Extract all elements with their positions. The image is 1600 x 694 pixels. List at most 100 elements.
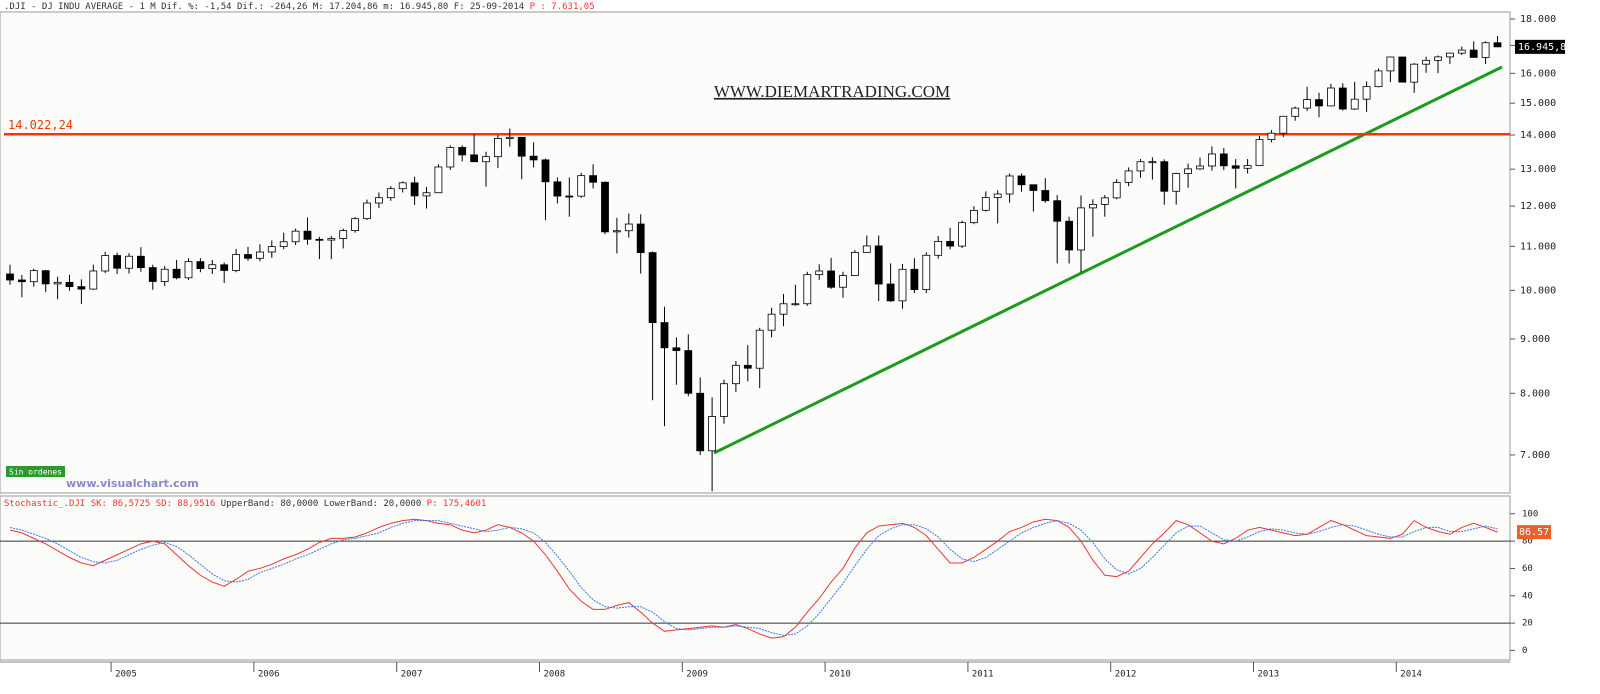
x-tick-label: 2006 — [258, 670, 280, 680]
candle-body — [767, 313, 776, 331]
candle-body — [1338, 87, 1347, 110]
last-value-box — [1517, 525, 1551, 540]
candle-body — [672, 347, 681, 351]
candle-body — [125, 255, 133, 269]
candle-body — [1243, 165, 1252, 169]
status: Sin ordenes — [9, 468, 62, 477]
y-tick-label: 7.000 — [1520, 450, 1550, 461]
stoch-header: Stochastic_.DJI SK: 86,5725 SD: 88,9516 … — [4, 499, 486, 509]
candle-body — [970, 209, 978, 224]
stoch-p: P: 175,4601 — [427, 499, 487, 509]
stoch-line — [9, 520, 1498, 636]
candle-body — [1303, 99, 1311, 109]
candle-body — [1208, 153, 1216, 167]
candle-body — [993, 193, 1002, 198]
candle-body — [1148, 161, 1157, 164]
candle-body — [1255, 139, 1264, 166]
candle-body — [1124, 170, 1133, 183]
candle-body — [1434, 56, 1442, 61]
x-tick-label: 2005 — [115, 670, 137, 680]
y-tick-label: 40 — [1522, 591, 1533, 601]
candle-body — [374, 197, 383, 204]
candle-body — [1481, 42, 1490, 58]
stoch-bands: UpperBand: 80,0000 LowerBand: 20,0000 — [221, 499, 421, 509]
candle-body — [470, 154, 479, 163]
candle-body — [1398, 56, 1407, 83]
y-tick-label: 12.000 — [1520, 201, 1556, 212]
candle-body — [898, 268, 907, 302]
stochastic-panel — [0, 495, 1511, 661]
candle-body — [1493, 42, 1502, 48]
candle-body — [1386, 56, 1395, 72]
candle-body — [851, 251, 859, 276]
candle-body — [839, 275, 847, 288]
candle-body — [363, 202, 371, 220]
y-tick-label: 60 — [1522, 564, 1533, 574]
candle-body — [934, 240, 943, 256]
y-tick-label: 16.000 — [1520, 68, 1556, 79]
candle-body — [791, 303, 800, 306]
candle-body — [624, 223, 633, 232]
candle-body — [1196, 165, 1204, 170]
y-tick-label: 13.000 — [1520, 164, 1556, 175]
candle-body — [267, 246, 276, 253]
candle-body — [1041, 190, 1050, 202]
candle-body — [279, 241, 288, 248]
last-price-label: 16.945,8 — [1518, 42, 1566, 53]
candle-body — [696, 392, 705, 452]
candle-body — [1469, 49, 1478, 58]
candle-body — [1350, 98, 1359, 110]
candle-body — [886, 283, 895, 302]
candle-body — [553, 181, 562, 197]
candle-body — [29, 270, 38, 283]
candle-body — [148, 267, 157, 282]
candle-body — [684, 350, 693, 394]
candle-body — [41, 270, 50, 285]
candle-body — [386, 188, 395, 199]
candle-body — [1053, 200, 1062, 222]
candle-body — [482, 156, 490, 163]
candle-body — [398, 182, 407, 190]
candle-body — [327, 238, 336, 241]
x-tick-label: 2013 — [1258, 670, 1280, 680]
candle-body — [589, 175, 597, 183]
candle-body — [517, 136, 526, 157]
candle-body — [981, 197, 990, 211]
candle-body — [1136, 161, 1145, 172]
candle-body — [1327, 87, 1335, 107]
candle-body — [505, 136, 514, 139]
candle-body — [1231, 165, 1240, 169]
candle-body — [89, 270, 98, 290]
candle-body — [77, 286, 86, 290]
candle-body — [172, 268, 181, 279]
candle-body — [422, 192, 431, 197]
candle-body — [613, 230, 621, 233]
stoch-sk: Stochastic_.DJI SK: 86,5725 — [4, 499, 150, 509]
candle-body — [1112, 182, 1121, 199]
trendline — [713, 65, 1503, 455]
candle-body — [648, 252, 657, 323]
candle-body — [910, 268, 919, 291]
candle-body — [1184, 168, 1192, 174]
header: .DJI - DJ INDU AVERAGE - 1 M Dif. %: -1,… — [4, 2, 595, 12]
y-tick-label: 100 — [1522, 509, 1538, 519]
candle-body — [303, 230, 312, 240]
y-tick-label: 14.000 — [1520, 130, 1556, 141]
candle-body — [1315, 99, 1323, 107]
x-tick-label: 2011 — [972, 670, 994, 680]
candle-body — [1172, 173, 1181, 192]
candle-body — [815, 270, 824, 276]
candle-body — [220, 264, 229, 271]
candle-body — [136, 255, 145, 269]
stoch-line — [9, 518, 1498, 639]
candle-body — [541, 159, 550, 183]
x-tick-label: 2009 — [686, 670, 708, 680]
candle-body — [255, 251, 264, 259]
candle-body — [160, 268, 169, 282]
candle-body — [1017, 175, 1026, 186]
candle-body — [827, 270, 835, 288]
candle-body — [874, 245, 883, 285]
y-tick-label: 8.000 — [1520, 388, 1550, 399]
level-label: 14.022,24 — [8, 118, 73, 132]
